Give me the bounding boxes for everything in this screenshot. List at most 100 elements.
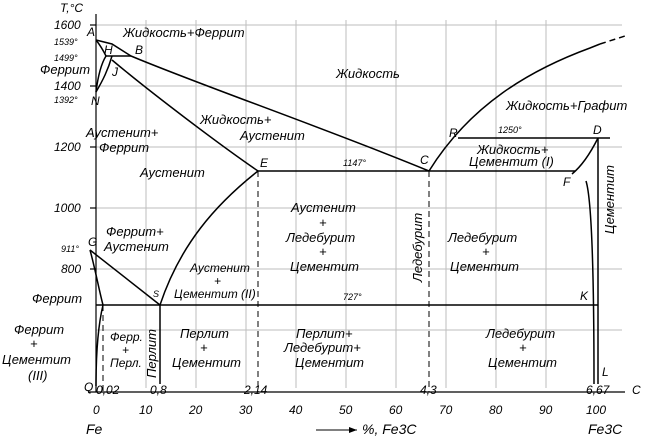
- line-gp: [89, 249, 104, 306]
- phase-ferrite-cem3-3: Цементит: [2, 352, 71, 367]
- liquidus-extension: [599, 35, 626, 45]
- x-tick-100: 100: [586, 403, 606, 417]
- phase-aus-cem2-1: Аустенит: [189, 261, 250, 275]
- phase-led-cem-upper-3: Цементит: [450, 259, 519, 274]
- phase-ferrite-cem3-2: +: [30, 336, 38, 351]
- label-fe3c: Fe3C: [588, 421, 623, 437]
- y-tick-800: 800: [61, 262, 81, 276]
- phase-perlite-vertical: Перлит: [144, 329, 159, 378]
- temp-911: 911°: [61, 244, 79, 254]
- phase-aus-cem2-2: +: [214, 274, 221, 288]
- x-tick-30: 30: [239, 403, 253, 417]
- phase-liquid-ferrite: Жидкость+Феррит: [122, 25, 245, 40]
- phase-austenite-ferrite-1: Аустенит+: [85, 125, 159, 140]
- point-a: A: [86, 25, 95, 39]
- line-pq: [95, 304, 104, 387]
- comp-tick-214: 2,14: [243, 383, 268, 397]
- solidus-ah: [95, 39, 107, 57]
- comp-tick-002: 0,02: [96, 383, 120, 397]
- line-gs: [89, 249, 161, 306]
- phase-led-cem-upper-1: Ледебурит: [447, 230, 517, 245]
- phase-liquid-austenite-2: Аустенит: [239, 128, 305, 143]
- temp-1147: 1147°: [343, 158, 366, 168]
- phase-cementite-vertical: Цементит: [602, 165, 617, 234]
- phase-perl-led-cem-1: Перлит+: [296, 326, 353, 341]
- point-h: H: [104, 43, 113, 57]
- line-es-acm: [159, 170, 259, 306]
- phase-ferrite-cem3-1: Феррит: [14, 322, 64, 337]
- comp-tick-667: 6,67: [586, 383, 611, 397]
- point-e: E: [260, 156, 269, 170]
- y-tick-1000: 1000: [54, 201, 81, 215]
- temp-1539: 1539°: [54, 37, 78, 47]
- temp-1499: 1499°: [54, 53, 78, 63]
- y-axis-title: T,°C: [60, 1, 83, 15]
- point-s: S: [153, 289, 159, 299]
- temp-1250: 1250°: [498, 125, 522, 135]
- grid: [96, 20, 622, 388]
- x-tick-70: 70: [439, 403, 453, 417]
- phase-perl-led-cem-2: Ледебурит+: [283, 340, 361, 355]
- comp-tick-08: 0,8: [150, 383, 167, 397]
- phase-austenite-ferrite-2: Феррит: [99, 140, 149, 155]
- phase-perl-cem-1: Перлит: [180, 326, 229, 341]
- point-g: G: [88, 235, 97, 249]
- liquidus-abc: [95, 39, 430, 172]
- axes-frame: [88, 14, 625, 393]
- phase-aus-led-cem-2: +: [319, 215, 327, 230]
- comp-tick-43: 4,3: [420, 383, 437, 397]
- phase-austenite: Аустенит: [139, 165, 205, 180]
- liquidus-cd: [428, 43, 601, 172]
- phase-lines: [89, 35, 626, 387]
- solidus-je: [111, 59, 259, 172]
- phase-ferrite-austenite-1: Феррит+: [106, 224, 164, 239]
- phase-liquid-cementite-1: Жидкость+: [476, 142, 549, 157]
- phase-liquid-cementite-2: Цементит (I): [469, 154, 554, 169]
- temp-1392: 1392°: [54, 95, 78, 105]
- x-tick-80: 80: [489, 403, 503, 417]
- x-tick-60: 60: [389, 403, 403, 417]
- phase-perl-led-cem-3: Цементит: [295, 355, 364, 370]
- phase-liquid: Жидкость: [335, 66, 400, 81]
- phase-led-cem-lower-1: Ледебурит: [485, 326, 555, 341]
- phase-aus-cem2-3: Цементит (II): [174, 287, 256, 301]
- y-tick-1600: 1600: [54, 18, 81, 32]
- point-j: J: [111, 65, 119, 79]
- phase-led-cem-upper-2: +: [482, 244, 490, 259]
- line-df: [571, 137, 599, 175]
- phase-liquid-graphite: Жидкость+Графит: [505, 98, 628, 113]
- phase-aus-led-cem-4: +: [319, 244, 327, 259]
- phase-aus-led-cem-5: Цементит: [290, 259, 359, 274]
- point-d: D: [593, 123, 602, 137]
- phase-ferr-perl-2: +: [122, 343, 129, 357]
- composition-dashes: [102, 171, 430, 392]
- right-axis-label: C: [632, 383, 641, 397]
- line-nh: [95, 55, 107, 93]
- point-f: F: [563, 175, 571, 189]
- phase-aus-led-cem-1: Аустенит: [290, 200, 356, 215]
- y-tick-1400: 1400: [54, 79, 81, 93]
- phase-ferrite-austenite-2: Аустенит: [103, 239, 169, 254]
- phase-ferrite-upper: Феррит: [40, 62, 90, 77]
- point-k: K: [580, 289, 589, 303]
- phase-ferrite-lower: Феррит: [32, 291, 82, 306]
- temp-727: 727°: [343, 292, 362, 302]
- x-tick-40: 40: [289, 403, 303, 417]
- phase-ferr-perl-3: Перл.: [110, 356, 142, 370]
- point-c: C: [420, 153, 429, 167]
- phase-aus-led-cem-3: Ледебурит: [285, 230, 355, 245]
- line-nj: [95, 55, 113, 93]
- label-fe: Fe: [86, 421, 103, 437]
- y-tick-1200: 1200: [54, 140, 81, 154]
- point-r: R: [449, 126, 458, 140]
- x-tick-10: 10: [139, 403, 153, 417]
- x-tick-50: 50: [339, 403, 353, 417]
- x-axis-title: %, Fe3C: [362, 421, 417, 437]
- phase-liquid-austenite-1: Жидкость+: [199, 112, 272, 127]
- point-b: B: [135, 43, 143, 57]
- x-tick-20: 20: [188, 403, 203, 417]
- line-fkl: [585, 180, 595, 385]
- phase-ferrite-cem3-4: (III): [28, 368, 48, 383]
- point-n: N: [91, 94, 100, 108]
